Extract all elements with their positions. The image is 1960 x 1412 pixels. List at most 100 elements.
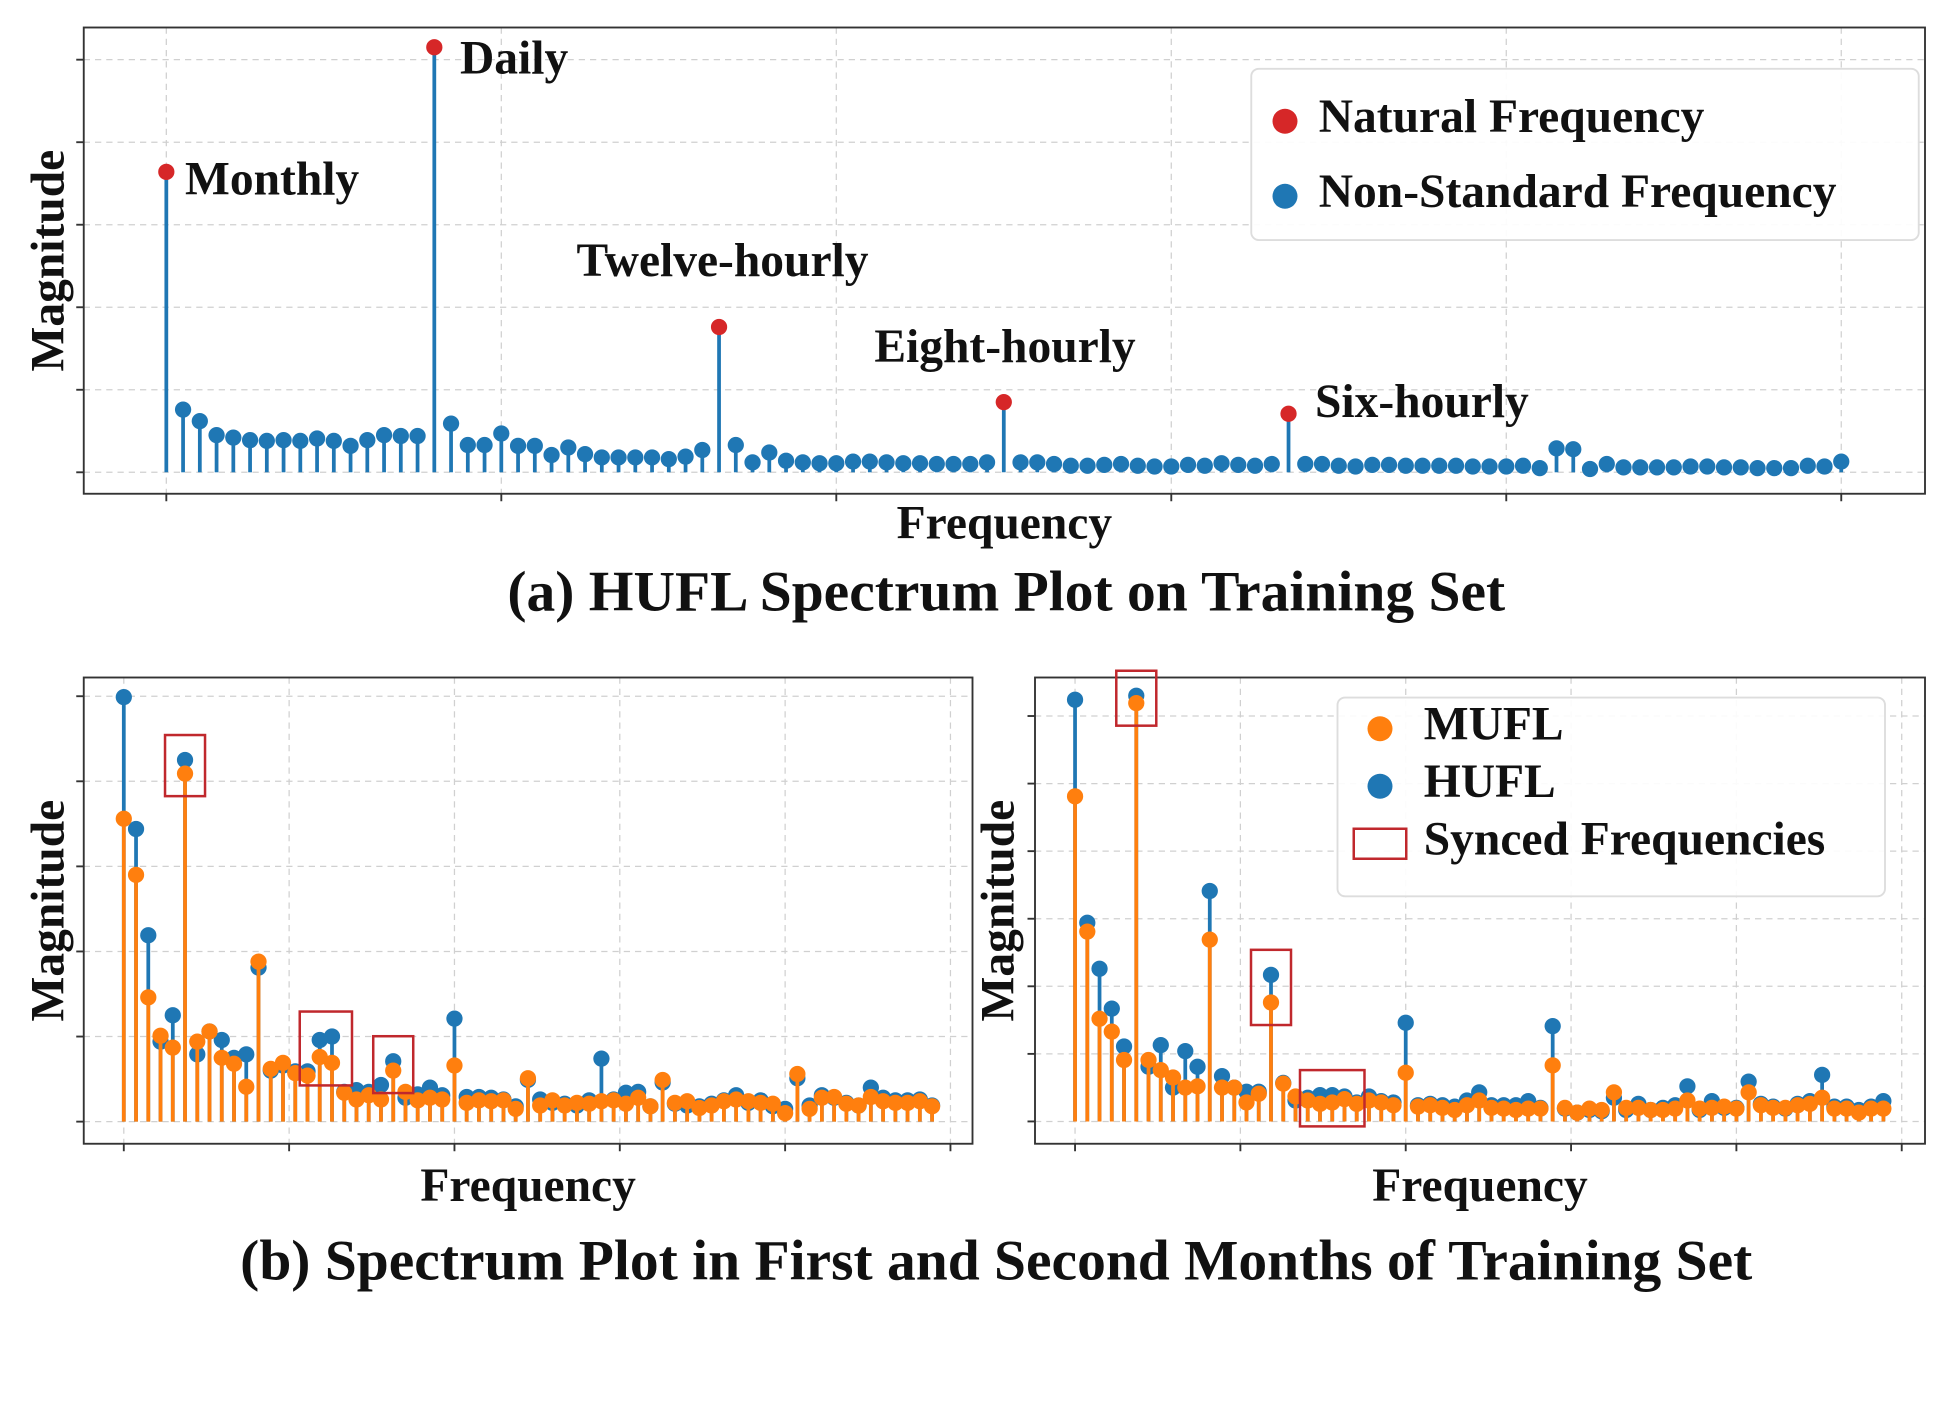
stem-marker — [878, 454, 895, 471]
stem-marker — [1875, 1100, 1892, 1117]
caption: (a) HUFL Spectrum Plot on Training Set — [507, 561, 1505, 624]
stem-marker — [874, 1093, 892, 1110]
stem-marker — [213, 1031, 230, 1049]
stem-marker — [1544, 1018, 1561, 1035]
stem-marker — [507, 1100, 524, 1117]
stem-marker — [483, 1093, 500, 1110]
stem-marker — [1409, 1098, 1427, 1115]
stem-marker — [1397, 457, 1414, 474]
stem-marker — [250, 953, 267, 970]
stem-marker — [470, 1092, 488, 1109]
stem-marker — [127, 866, 145, 884]
y-axis-label: Magnitude — [972, 800, 1024, 1022]
stem-marker — [1699, 458, 1716, 475]
stem-marker — [610, 449, 627, 466]
stem-marker — [262, 1060, 279, 1078]
stem-marker — [1766, 460, 1783, 477]
stem-marker — [493, 425, 510, 442]
stem-marker — [311, 1031, 328, 1049]
stem-marker — [1813, 1066, 1831, 1083]
stem-marker — [789, 1065, 806, 1083]
stem-marker — [1495, 1100, 1512, 1117]
stem-marker — [372, 1076, 390, 1094]
stem-marker — [342, 437, 359, 455]
stem-marker — [392, 427, 409, 445]
x-axis-label: Frequency — [420, 1160, 636, 1212]
stem-marker — [887, 1094, 904, 1112]
stem-marker — [1128, 695, 1145, 712]
stem-marker — [532, 1097, 549, 1114]
stem-marker — [292, 432, 309, 450]
stem-marker — [1397, 1064, 1414, 1081]
stem-marker — [1581, 460, 1599, 478]
stem-marker — [140, 989, 157, 1006]
plot-frame — [1034, 676, 1926, 1145]
stem-marker — [152, 1027, 169, 1044]
legend-label: Natural Frequency — [1319, 91, 1705, 143]
stem-marker — [1189, 1078, 1206, 1095]
stem-marker — [115, 810, 132, 827]
stem-marker — [476, 436, 493, 454]
stem-marker — [813, 1089, 830, 1106]
stem-marker — [164, 1039, 181, 1056]
x-axis-label: Frequency — [897, 497, 1113, 549]
stem-marker — [1642, 1101, 1659, 1119]
stem-marker — [311, 1048, 328, 1066]
stem-marker — [176, 765, 194, 782]
stem-marker — [1422, 1097, 1439, 1114]
stem-marker — [176, 751, 194, 769]
legend-marker — [1272, 108, 1298, 134]
stem-marker — [191, 413, 208, 430]
stem-marker — [1833, 453, 1850, 470]
stem-marker — [158, 163, 175, 181]
stem-marker — [426, 39, 443, 56]
stem-marker — [1679, 1092, 1696, 1109]
stem-marker — [862, 1088, 879, 1106]
y-axis-label: Magnitude — [22, 800, 74, 1022]
stem-marker — [164, 1007, 181, 1024]
annotation: Daily — [460, 32, 568, 84]
stem-marker — [1140, 1051, 1157, 1069]
stem-marker — [1446, 1101, 1463, 1119]
stem-marker — [1177, 1079, 1194, 1096]
stem-marker — [761, 444, 778, 461]
stem-marker — [238, 1078, 255, 1095]
stem-marker — [115, 688, 132, 706]
stem-marker — [1397, 1014, 1414, 1031]
stem-marker — [325, 432, 342, 450]
stem-marker — [1749, 460, 1766, 477]
stem-marker — [1189, 1058, 1206, 1075]
stem-marker — [1262, 966, 1280, 983]
annotation: Monthly — [185, 154, 359, 206]
stem-marker — [174, 401, 192, 418]
stem-marker — [995, 394, 1012, 411]
stem-marker — [336, 1084, 353, 1101]
stem-marker — [1691, 1100, 1708, 1117]
stem-marker — [409, 1092, 426, 1109]
stem-marker — [679, 1093, 696, 1110]
stem-marker — [666, 1094, 684, 1112]
stem-marker — [519, 1070, 537, 1087]
stem-marker — [208, 427, 225, 444]
stem-marker — [1862, 1100, 1880, 1117]
stem-marker — [1164, 1069, 1182, 1086]
stem-marker — [1230, 456, 1247, 473]
stem-marker — [1716, 1098, 1733, 1115]
stem-marker — [1648, 459, 1666, 476]
stem-marker — [1618, 1099, 1635, 1117]
stem-marker — [127, 820, 145, 838]
annotation: Six-hourly — [1315, 376, 1529, 428]
stem-marker — [1129, 457, 1146, 474]
legend-marker — [1367, 773, 1393, 799]
legend-label: MUFL — [1424, 699, 1564, 751]
stem-marker — [446, 1057, 463, 1074]
stem-marker — [526, 437, 543, 455]
stem-marker — [691, 1099, 708, 1117]
stem-marker — [703, 1097, 720, 1114]
stem-marker — [1715, 459, 1733, 476]
stem-marker — [1789, 1097, 1806, 1114]
stem-marker — [1045, 455, 1063, 473]
stem-marker — [323, 1028, 341, 1045]
stem-marker — [1313, 455, 1331, 473]
